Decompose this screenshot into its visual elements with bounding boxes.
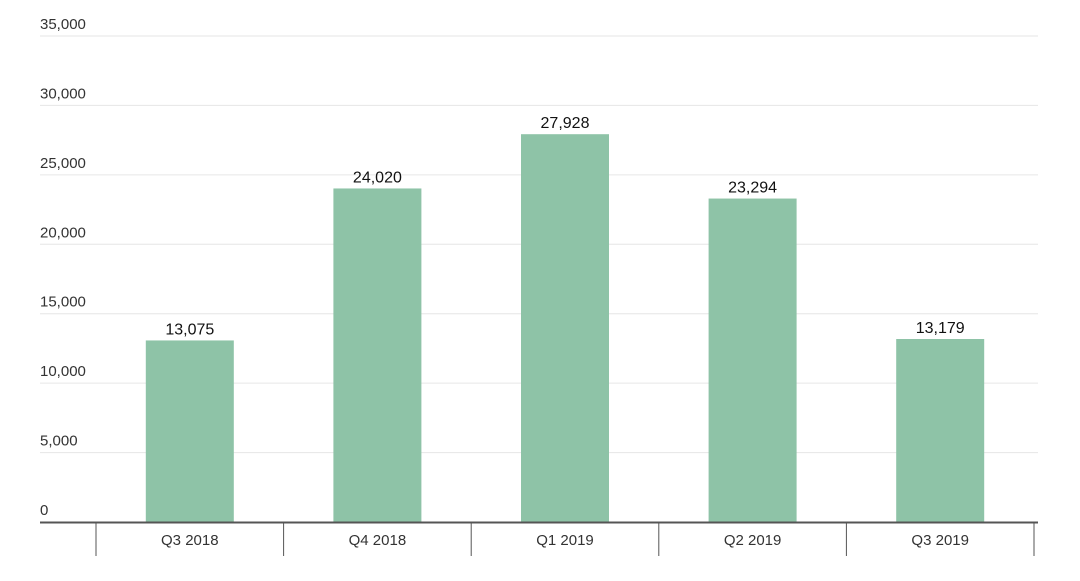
bar (145, 340, 234, 522)
y-tick-label: 5,000 (40, 433, 78, 450)
bar-value-label: 13,075 (165, 321, 214, 338)
y-tick-label: 30,000 (40, 85, 86, 102)
y-tick-label: 15,000 (40, 294, 86, 311)
y-tick-label: 20,000 (40, 224, 86, 241)
x-tick-label: Q1 2019 (536, 532, 594, 549)
x-tick-label: Q3 2019 (911, 532, 969, 549)
x-tick-label: Q2 2019 (724, 532, 782, 549)
bar-value-label: 13,179 (916, 320, 965, 337)
bar (521, 134, 609, 522)
bars (145, 134, 985, 522)
y-tick-label: 0 (40, 502, 48, 519)
x-axis-tick-labels: Q3 2018 Q4 2018 Q1 2019 Q2 2019 Q3 2019 (161, 532, 969, 549)
bar-value-labels: 13,075 24,020 27,928 23,294 13,179 (165, 115, 964, 338)
x-tick-label: Q3 2018 (161, 532, 219, 549)
bar-value-label: 24,020 (353, 169, 402, 186)
bar (896, 339, 985, 522)
bar-value-label: 27,928 (541, 115, 590, 132)
y-axis-tick-labels: 0 5,000 10,000 15,000 20,000 25,000 30,000 35,0… (40, 16, 86, 519)
x-tick-label: Q4 2018 (349, 532, 407, 549)
y-tick-label: 10,000 (40, 363, 86, 380)
bar (333, 188, 422, 522)
x-axis (40, 521, 1038, 556)
bar-value-label: 23,294 (728, 180, 777, 197)
y-tick-label: 25,000 (40, 155, 86, 172)
y-tick-label: 35,000 (40, 16, 86, 33)
bar (708, 198, 797, 522)
